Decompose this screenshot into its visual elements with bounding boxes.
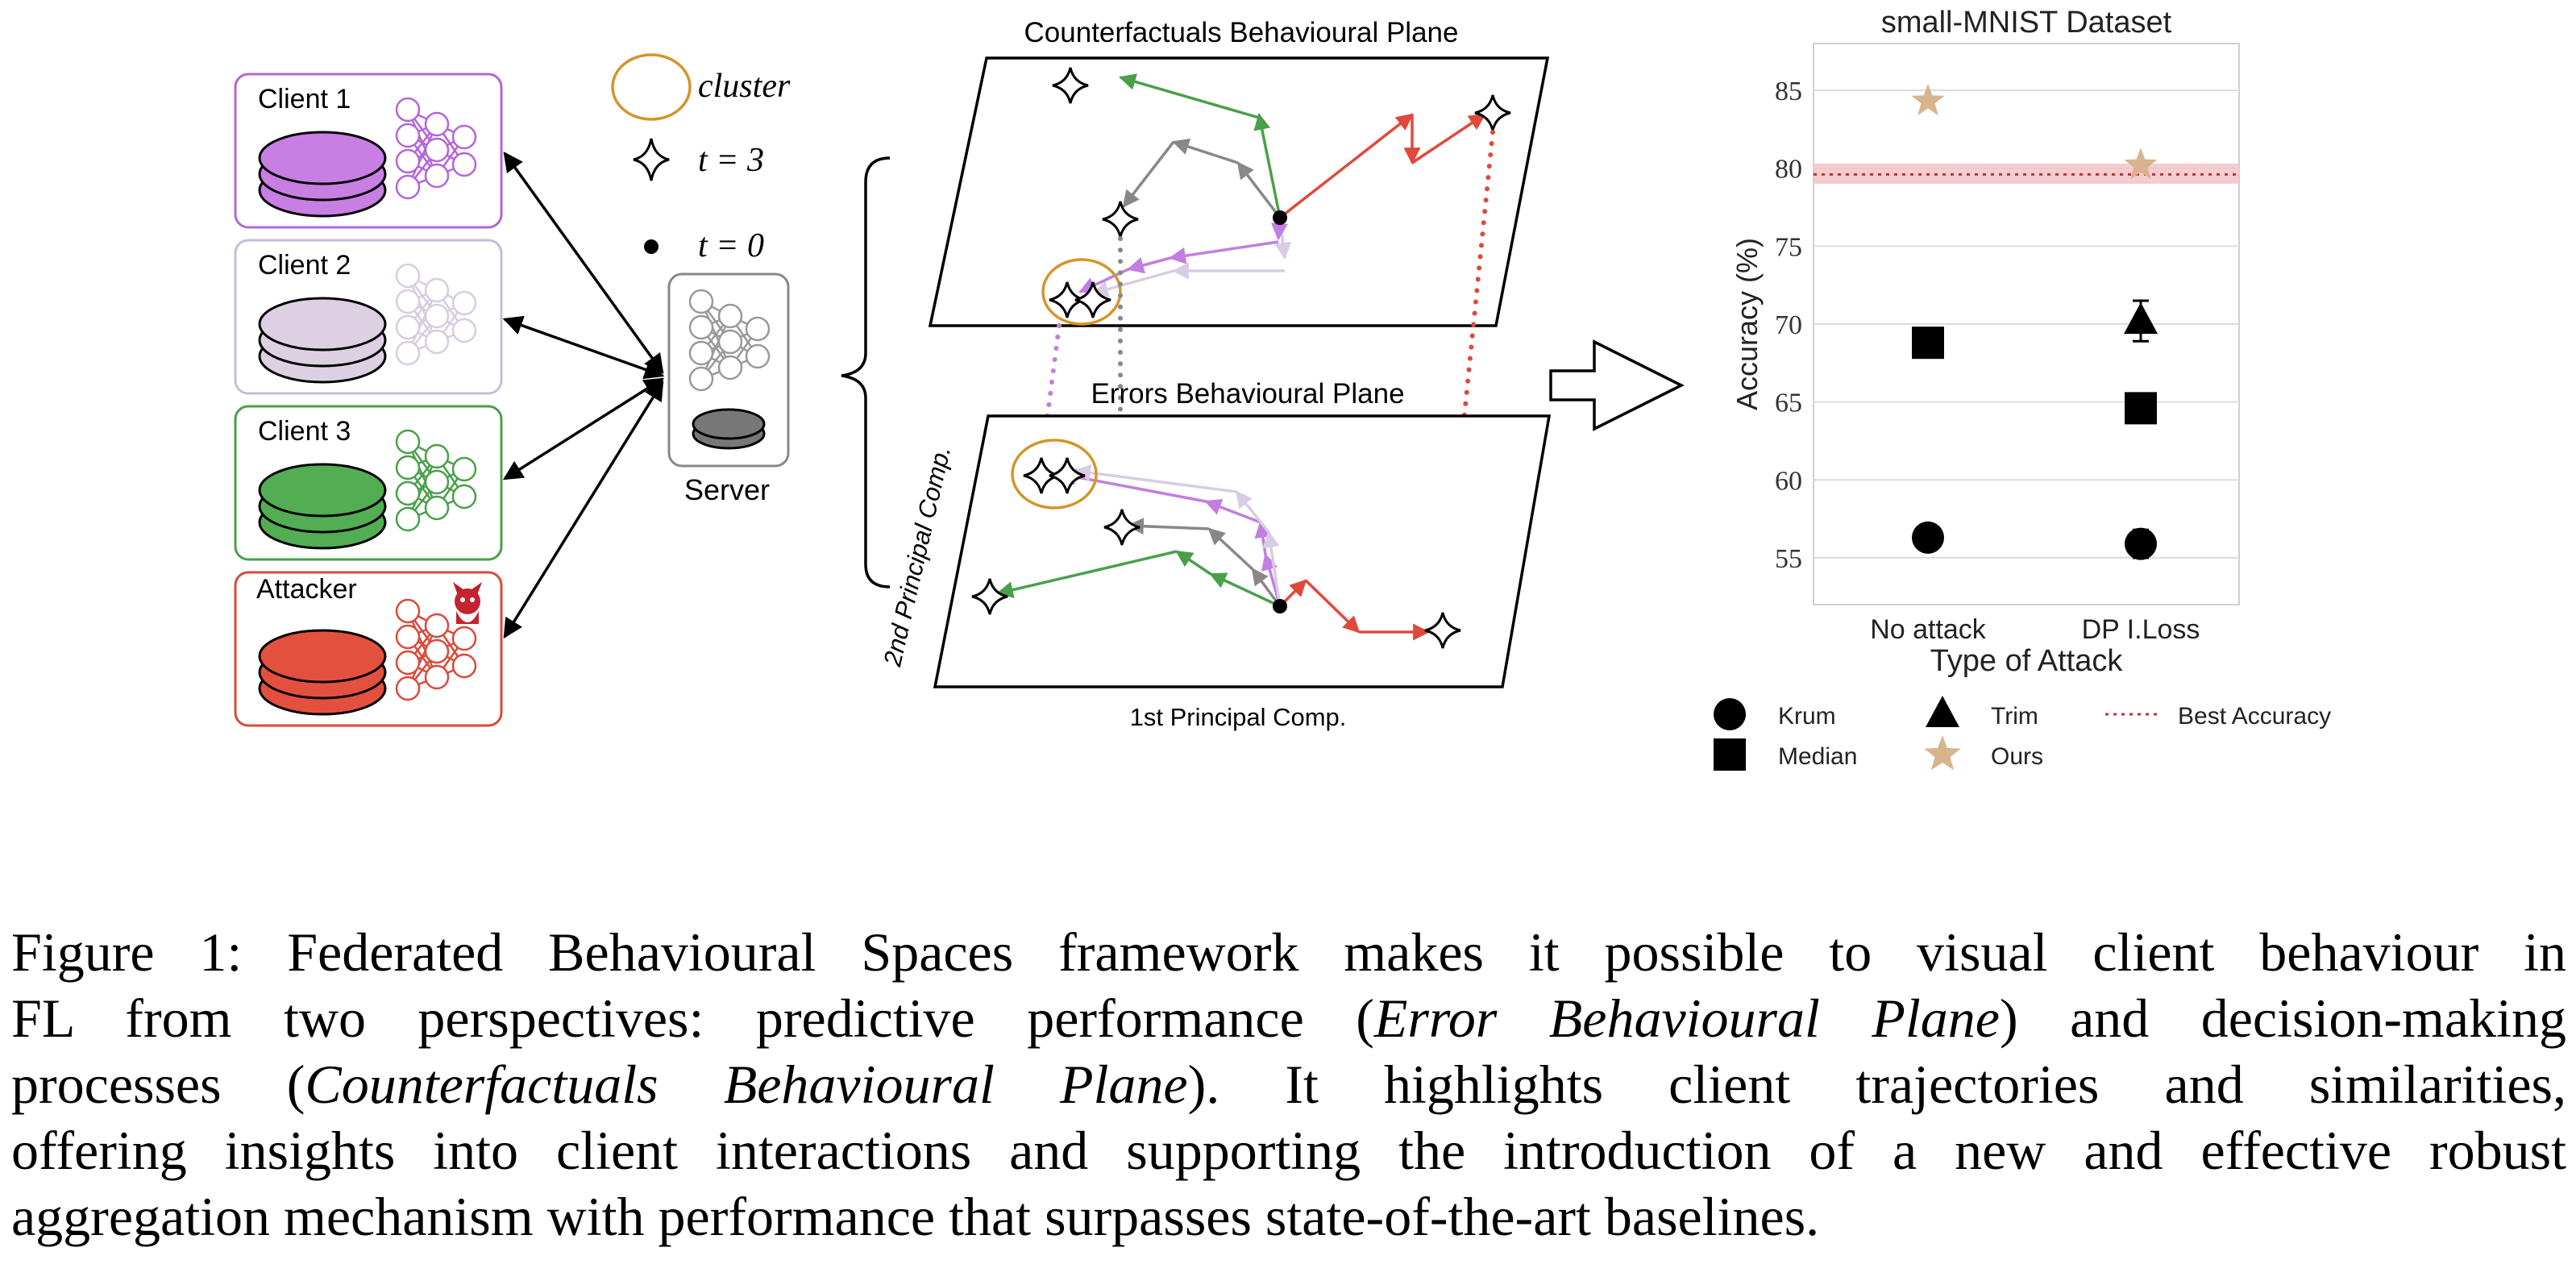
caption-text: FL from two perspectives: predictive per… xyxy=(11,988,1374,1049)
star-icon xyxy=(633,138,670,181)
server-label: Server xyxy=(684,473,770,506)
client-card-1: Client 1 xyxy=(234,73,503,229)
database-icon xyxy=(692,408,766,450)
clients-panel: Client 1 Client 2 xyxy=(234,73,503,727)
legend-triangle-icon xyxy=(1926,696,1959,727)
trajectory-client-gray xyxy=(1251,568,1282,608)
cluster-legend-label: cluster xyxy=(698,68,791,105)
legend-label: Krum xyxy=(1778,703,1836,730)
trajectory-client-3 xyxy=(1209,572,1281,608)
devil-icon xyxy=(453,582,482,624)
cf-plane-title: Counterfactuals Behavioural Plane xyxy=(1024,17,1459,48)
ours-point xyxy=(2124,148,2158,180)
start-point xyxy=(1273,210,1287,225)
caption-text: Figure 1: Federated Behavioural Spaces f… xyxy=(11,921,2566,983)
caption-line: aggregation mechanism with performance t… xyxy=(11,1183,2566,1250)
counterfactuals-plane: Counterfactuals Behavioural Plane xyxy=(928,17,1550,327)
x-axis-title: Type of Attack xyxy=(1930,644,2124,678)
cluster-legend-icon xyxy=(611,53,692,121)
y-tick-label: 75 xyxy=(1775,232,1802,262)
cluster-ellipse xyxy=(1011,439,1098,509)
dot-icon xyxy=(644,239,659,254)
client-card-2: Client 2 xyxy=(234,239,503,395)
y-tick-label: 85 xyxy=(1775,77,1802,106)
ours-point xyxy=(1911,83,1945,115)
accuracy-chart: small-MNIST Dataset 55 60 65 70 75 80 85 No at… xyxy=(1714,6,2331,771)
krum-point xyxy=(2125,527,2157,560)
caption-line: FL from two perspectives: predictive per… xyxy=(11,985,2566,1051)
start-point xyxy=(1273,599,1287,613)
figure-1: Client 1 Client 2 xyxy=(234,6,2331,771)
x-axis-label: 1st Principal Comp. xyxy=(1130,703,1347,731)
median-point xyxy=(2125,392,2157,425)
t3-legend-label: t = 3 xyxy=(698,142,764,179)
server: Server xyxy=(667,272,790,506)
caption-line: processes (Counterfactuals Behavioural P… xyxy=(11,1051,2566,1117)
database-icon xyxy=(258,131,387,218)
t0-legend-label: t = 0 xyxy=(698,227,764,264)
neural-network-icon xyxy=(688,289,771,392)
y-tick-label: 60 xyxy=(1775,466,1802,496)
figure-caption: Figure 1: Federated Behavioural Spaces f… xyxy=(11,919,2566,1250)
caption-text: processes ( xyxy=(11,1054,305,1115)
chart-legend: Krum Median Trim Ours Best Accuracy xyxy=(1714,696,2331,771)
neural-network-icon xyxy=(395,97,477,200)
legend-label: Best Accuracy xyxy=(2178,703,2331,730)
y-axis-title: Accuracy (%) xyxy=(1730,238,1764,410)
err-plane-title: Errors Behavioural Plane xyxy=(1091,378,1404,410)
legend-square-icon xyxy=(1714,738,1746,771)
caption-text: aggregation mechanism with performance t… xyxy=(11,1186,1820,1247)
median-point xyxy=(1912,326,1944,360)
x-tick-label: No attack xyxy=(1870,614,1987,645)
trajectory-client-2 xyxy=(1262,530,1282,607)
caption-text: ). It highlights client trajectories and… xyxy=(1187,1054,2567,1115)
y-tick-label: 70 xyxy=(1775,310,1802,340)
client-1-label: Client 1 xyxy=(258,84,351,114)
database-icon xyxy=(258,297,387,384)
x-tick-label: DP I.Loss xyxy=(2082,614,2200,645)
client-2-label: Client 2 xyxy=(258,250,351,281)
plane-connectors xyxy=(1041,130,1495,618)
database-icon xyxy=(258,629,387,716)
y-tick-label: 65 xyxy=(1775,389,1802,418)
client-3-label: Client 3 xyxy=(258,416,351,447)
legend-label: Trim xyxy=(1991,703,2038,730)
curly-brace xyxy=(841,156,891,588)
caption-emphasis: Error Behavioural Plane xyxy=(1373,988,2000,1049)
end-stars xyxy=(971,457,1461,649)
attacker-label: Attacker xyxy=(256,574,357,605)
trajectory-client-gray xyxy=(1236,161,1282,219)
y-tick-label: 55 xyxy=(1775,544,1802,574)
chart-title: small-MNIST Dataset xyxy=(1881,6,2172,40)
y-tick-label: 80 xyxy=(1775,155,1802,185)
legend-label: Median xyxy=(1778,743,1857,770)
trim-point xyxy=(2124,302,2158,335)
neural-network-icon xyxy=(395,429,477,532)
result-arrow xyxy=(1549,339,1685,431)
errors-plane: Errors Behavioural Plane xyxy=(878,378,1552,731)
neural-network-icon xyxy=(395,263,477,366)
legend-star-icon xyxy=(1924,735,1961,771)
krum-point xyxy=(1912,521,1944,554)
client-card-3: Client 3 xyxy=(234,405,503,561)
cluster-ellipse xyxy=(1041,258,1122,326)
end-stars xyxy=(1049,67,1511,318)
neural-network-icon xyxy=(395,598,477,701)
legend-circle-icon xyxy=(1714,698,1746,730)
caption-text: offering insights into client interactio… xyxy=(11,1120,2566,1181)
attacker-card: Attacker xyxy=(234,571,503,727)
caption-line: offering insights into client interactio… xyxy=(11,1117,2566,1183)
client-server-arrows xyxy=(502,152,665,639)
caption-line: Figure 1: Federated Behavioural Spaces f… xyxy=(11,919,2566,985)
database-icon xyxy=(258,463,387,550)
diagram-legend: cluster t = 3 t = 0 xyxy=(611,53,791,264)
trajectory-client-3 xyxy=(1253,112,1282,218)
caption-emphasis: Counterfactuals Behavioural Plane xyxy=(305,1054,1188,1115)
legend-label: Ours xyxy=(1991,743,2043,770)
trajectory-attacker xyxy=(1278,113,1414,219)
caption-text: ) and decision-making xyxy=(1999,988,2566,1049)
